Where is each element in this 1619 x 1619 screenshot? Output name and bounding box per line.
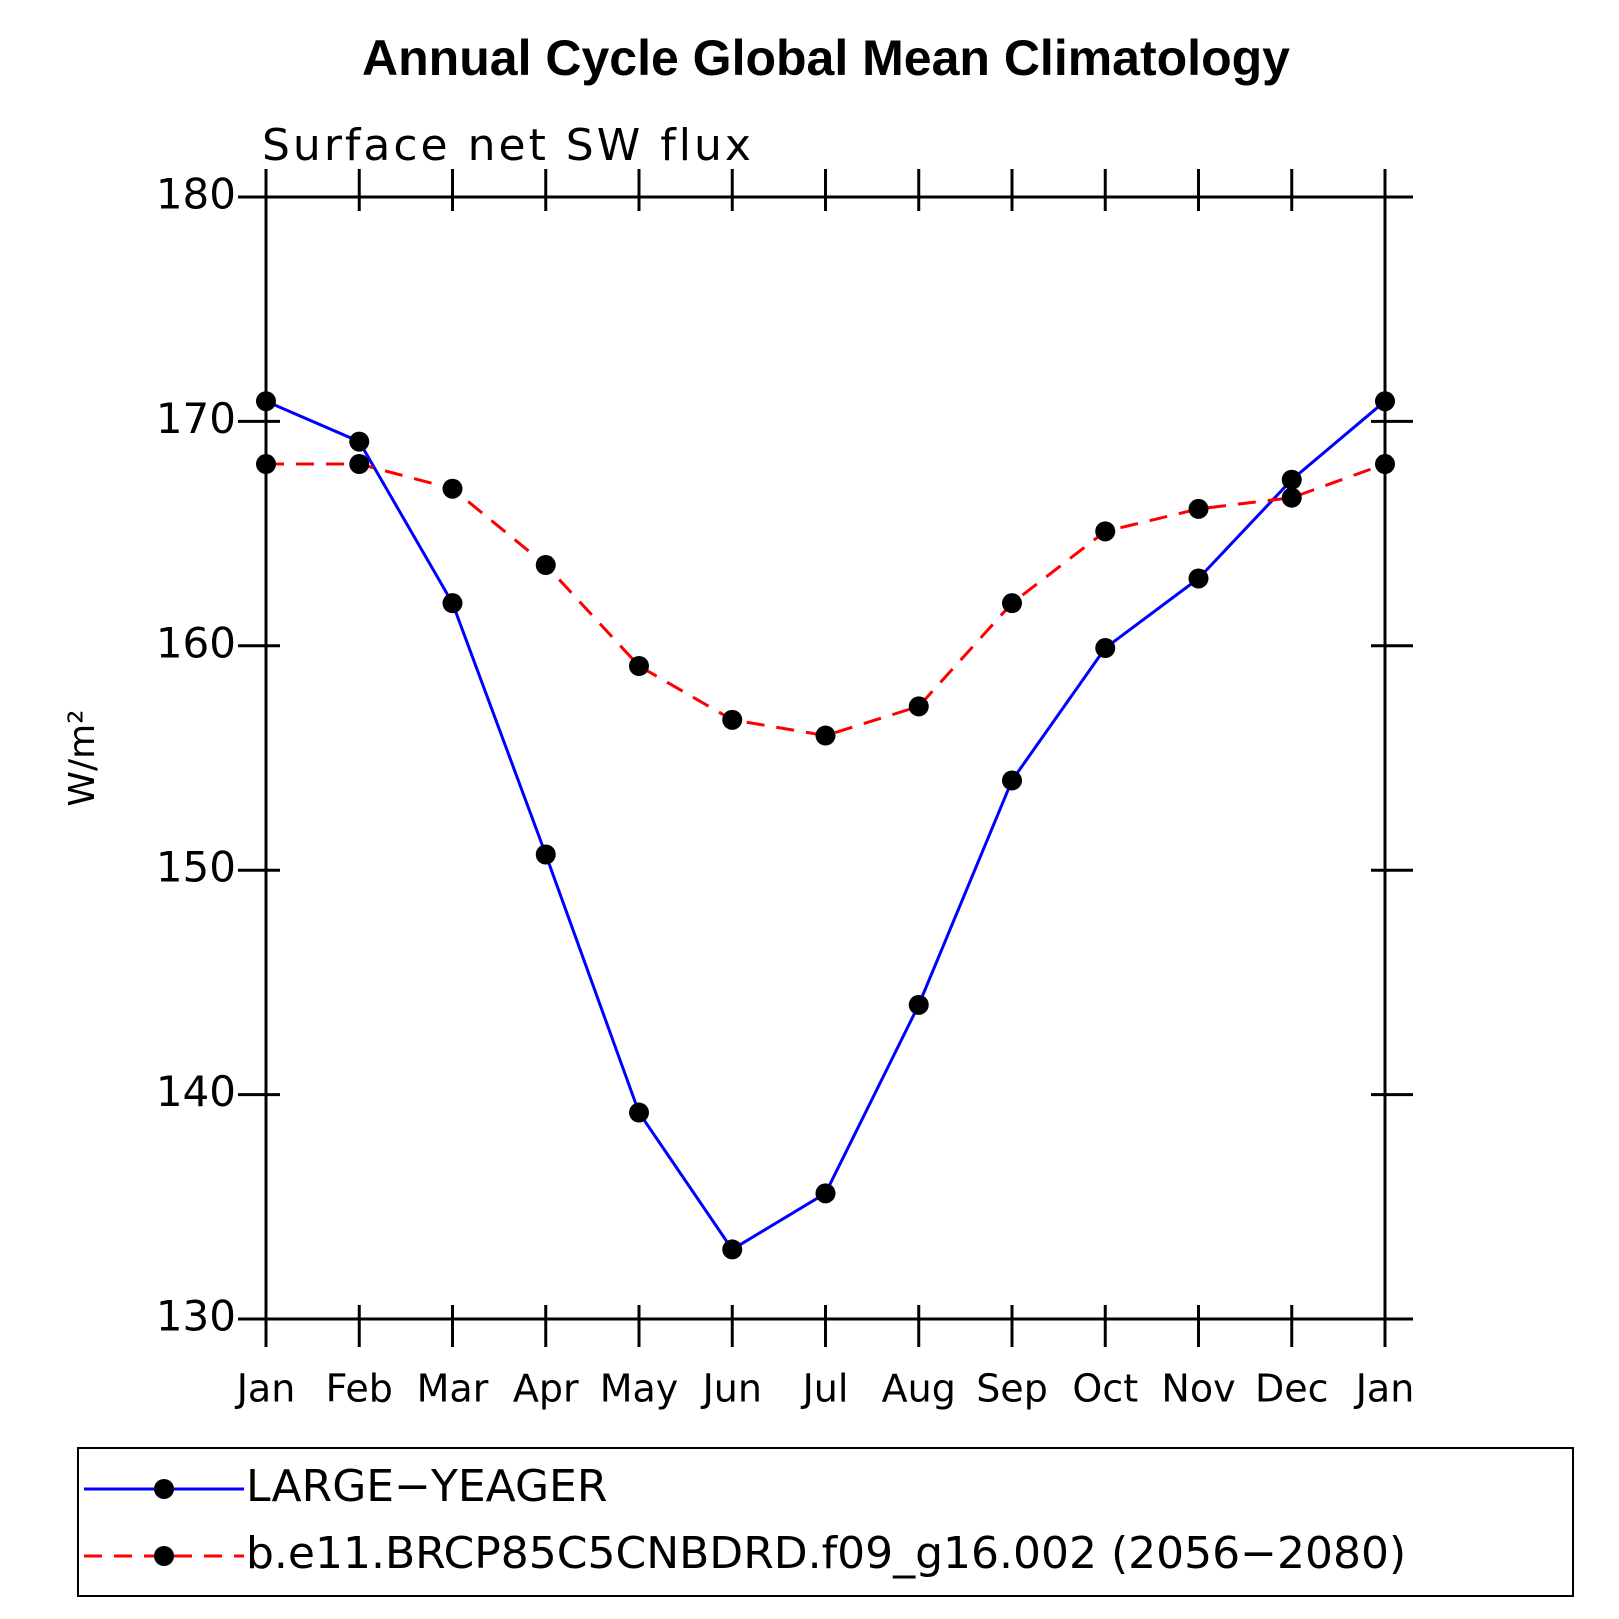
y-axis-label: W/m² (62, 709, 103, 806)
marker (1375, 454, 1395, 475)
x-tick-label: Apr (513, 1367, 579, 1411)
line (265, 399, 1386, 1252)
marker (908, 696, 929, 717)
y-tick-label: 180 (156, 170, 236, 219)
y-tick-label: 140 (156, 1067, 236, 1116)
x-tick-label: Mar (417, 1367, 489, 1411)
marker (1002, 770, 1022, 791)
y-tick-label: 150 (156, 843, 236, 892)
x-tick-label: Nov (1161, 1367, 1235, 1411)
legend-box (77, 1447, 1574, 1597)
chart-subtitle: Surface net SW flux (262, 120, 754, 171)
marker (349, 431, 370, 452)
x-tick-label: Jan (235, 1367, 296, 1411)
marker (1188, 568, 1209, 589)
x-tick-label: Jul (801, 1367, 849, 1411)
marker (629, 1102, 649, 1123)
marker (1095, 521, 1116, 542)
marker (815, 725, 836, 746)
marker (722, 1239, 743, 1260)
x-tick-label: Jan (1354, 1367, 1415, 1411)
marker (442, 478, 463, 499)
marker (1188, 498, 1209, 519)
y-tick-label: 130 (156, 1292, 236, 1341)
marker (1281, 487, 1302, 508)
x-tick-label: Aug (882, 1367, 956, 1411)
x-tick-label: Sep (976, 1367, 1048, 1411)
marker (722, 709, 743, 730)
line (266, 462, 1386, 738)
y-tick-label: 170 (156, 394, 236, 443)
marker (629, 655, 649, 676)
marker (256, 391, 276, 412)
x-tick-label: Oct (1072, 1367, 1138, 1411)
marker (442, 593, 463, 614)
marker (535, 844, 556, 865)
plot-frame (264, 195, 1387, 1321)
x-tick-label: Dec (1255, 1367, 1329, 1411)
marker (908, 994, 929, 1015)
marker (1375, 391, 1395, 412)
x-tick-label: Feb (326, 1367, 393, 1411)
legend-marker (154, 1546, 174, 1566)
marker (1095, 638, 1116, 659)
marker (535, 555, 556, 576)
legend-marker (154, 1479, 174, 1499)
marker (1281, 469, 1302, 490)
x-tick-label: May (600, 1367, 679, 1411)
marker (256, 454, 276, 475)
legend-label: b.e11.BRCP85C5CNBDRD.f09_g16.002 (2056−2… (246, 1528, 1406, 1579)
y-tick-label: 160 (156, 618, 236, 667)
legend-label: LARGE−YEAGER (246, 1461, 607, 1512)
chart-title: Annual Cycle Global Mean Climatology (362, 30, 1290, 86)
marker (815, 1183, 836, 1204)
x-tick-label: Jun (701, 1367, 762, 1411)
marker (349, 454, 370, 475)
marker (1002, 593, 1022, 614)
